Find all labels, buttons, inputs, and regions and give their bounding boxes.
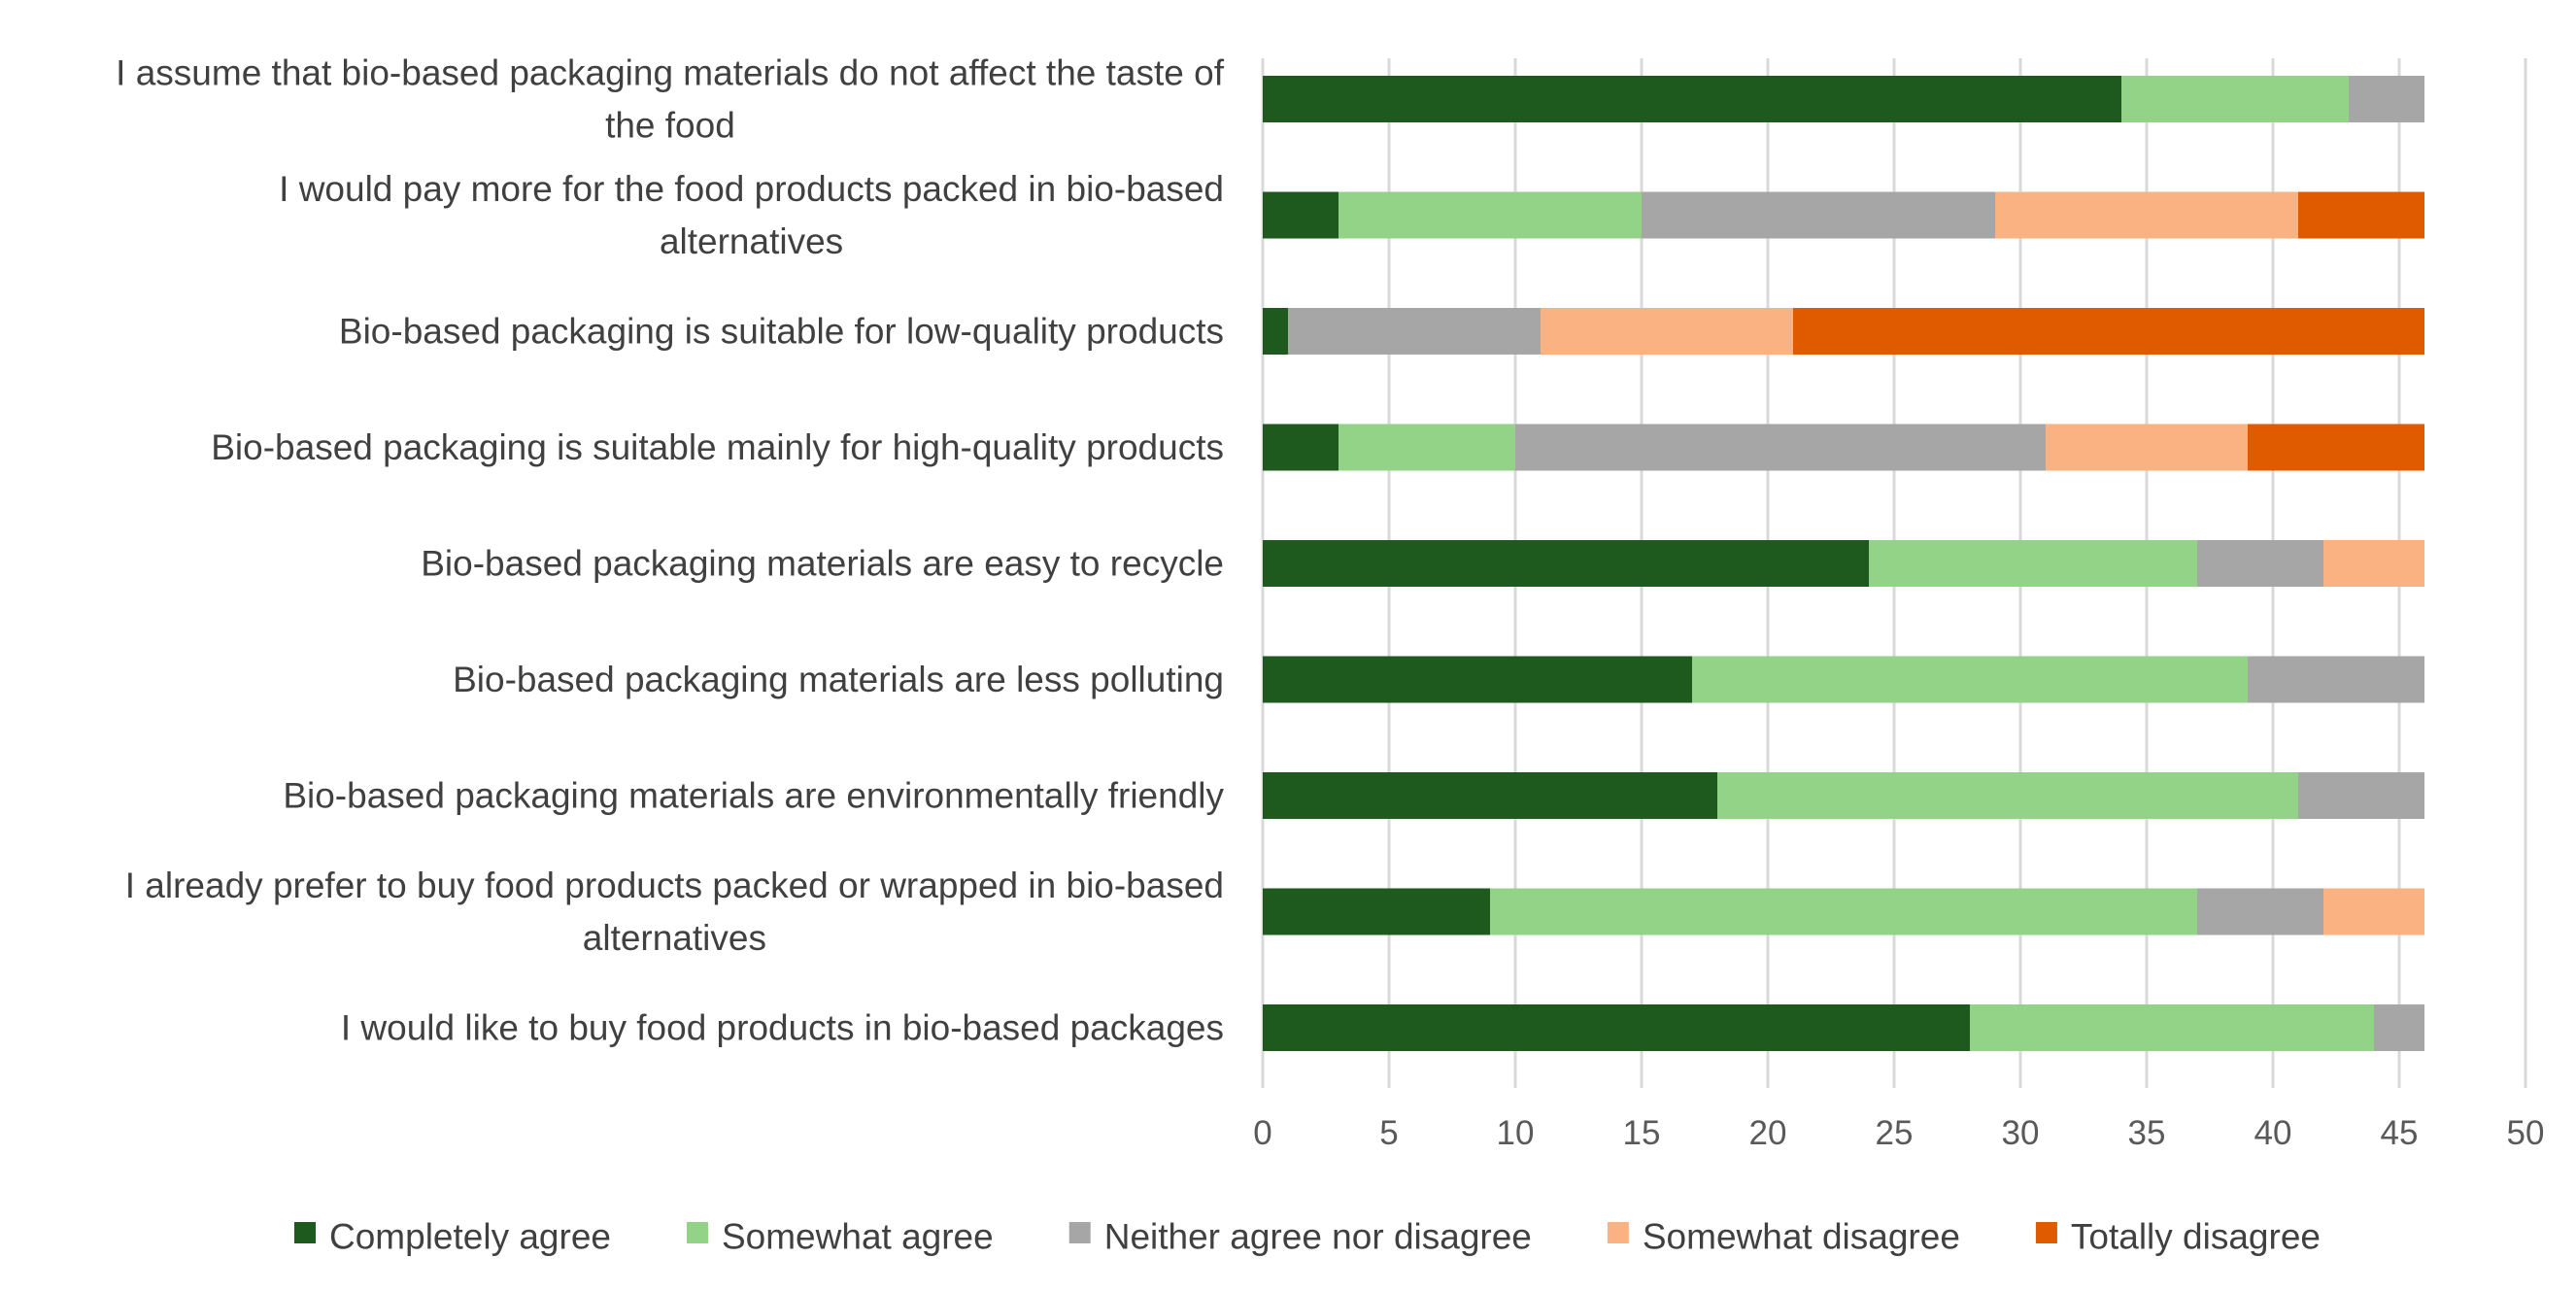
category-label: I assume that bio-based packaging materi… xyxy=(116,53,1225,93)
bar-segment xyxy=(2298,772,2424,819)
bars xyxy=(1263,76,2424,1051)
bar-segment xyxy=(1995,191,2298,239)
legend-label: Somewhat disagree xyxy=(1643,1217,1960,1257)
bar-segment xyxy=(1970,1004,2374,1051)
bar-segment xyxy=(2298,191,2424,239)
x-tick-label: 45 xyxy=(2381,1114,2419,1152)
x-tick-label: 20 xyxy=(1749,1114,1787,1152)
bar-segment xyxy=(1717,772,2298,819)
category-label: I already prefer to buy food products pa… xyxy=(125,866,1224,905)
legend-swatch xyxy=(2035,1222,2057,1243)
legend-swatch xyxy=(1068,1222,1091,1243)
bar-segment xyxy=(1263,888,1490,935)
bar-segment xyxy=(1263,772,1717,819)
x-tick-label: 40 xyxy=(2254,1114,2292,1152)
legend-label: Somewhat agree xyxy=(722,1217,994,1257)
x-tick-label: 15 xyxy=(1623,1114,1661,1152)
category-label: alternatives xyxy=(583,918,766,958)
x-tick-label: 5 xyxy=(1379,1114,1398,1152)
legend-swatch xyxy=(1607,1222,1629,1243)
legend-label: Neither agree nor disagree xyxy=(1104,1217,1532,1257)
bar-segment xyxy=(1339,191,1642,239)
bar-segment xyxy=(1263,76,2121,122)
legend-label: Completely agree xyxy=(329,1217,611,1257)
legend-item: Totally disagree xyxy=(2035,1217,2321,1257)
bar-segment xyxy=(2349,76,2424,122)
bar-segment xyxy=(2121,76,2349,122)
legend-item: Neither agree nor disagree xyxy=(1068,1217,1532,1257)
x-tick-label: 0 xyxy=(1253,1114,1271,1152)
category-label: I would like to buy food products in bio… xyxy=(341,1008,1224,1048)
bar-segment xyxy=(1263,191,1339,239)
category-label: the food xyxy=(605,106,735,146)
bar-segment xyxy=(1541,308,1793,355)
legend-swatch xyxy=(686,1222,708,1243)
legend-item: Completely agree xyxy=(294,1217,611,1257)
category-label: Bio-based packaging is suitable mainly f… xyxy=(211,427,1224,467)
x-tick-label: 50 xyxy=(2507,1114,2545,1152)
category-label: Bio-based packaging materials are easy t… xyxy=(421,544,1224,584)
category-label: Bio-based packaging materials are enviro… xyxy=(283,776,1224,816)
x-tick-label: 25 xyxy=(1876,1114,1914,1152)
bar-segment xyxy=(2323,540,2424,587)
x-tick-label: 35 xyxy=(2128,1114,2166,1152)
bar-segment xyxy=(1793,308,2424,355)
bar-segment xyxy=(1263,1004,1970,1051)
bar-segment xyxy=(1692,656,2248,703)
bar-segment xyxy=(2323,888,2424,935)
bar-segment xyxy=(1490,888,2197,935)
bar-segment xyxy=(1263,540,1869,587)
bar-segment xyxy=(2374,1004,2424,1051)
bar-segment xyxy=(1339,424,1515,471)
x-tick-label: 10 xyxy=(1497,1114,1535,1152)
x-axis-tick-labels: 0 5 10 15 20 25 30 35 40 45 50 xyxy=(1253,1114,2544,1152)
bar-segment xyxy=(2248,424,2424,471)
legend-item: Somewhat agree xyxy=(686,1217,994,1257)
category-label: Bio-based packaging materials are less p… xyxy=(453,660,1224,699)
bar-segment xyxy=(1263,308,1288,355)
category-label: I would pay more for the food products p… xyxy=(279,169,1224,209)
bar-segment xyxy=(1263,656,1692,703)
category-label: Bio-based packaging is suitable for low-… xyxy=(339,312,1224,352)
bar-segment xyxy=(1869,540,2197,587)
bar-segment xyxy=(1515,424,2046,471)
bar-segment xyxy=(2248,656,2424,703)
legend-item: Somewhat disagree xyxy=(1607,1217,1960,1257)
bar-segment xyxy=(2197,888,2323,935)
bar-segment xyxy=(1288,308,1541,355)
legend: Completely agree Somewhat agree Neither ag… xyxy=(294,1217,2321,1257)
legend-label: Totally disagree xyxy=(2071,1217,2321,1257)
x-tick-label: 30 xyxy=(2002,1114,2040,1152)
bar-segment xyxy=(1263,424,1339,471)
bar-segment xyxy=(1642,191,1995,239)
category-label: alternatives xyxy=(660,221,843,261)
bar-segment xyxy=(2197,540,2323,587)
category-labels: I assume that bio-based packaging materi… xyxy=(116,53,1225,1048)
bar-segment xyxy=(2046,424,2248,471)
legend-swatch xyxy=(294,1222,316,1243)
